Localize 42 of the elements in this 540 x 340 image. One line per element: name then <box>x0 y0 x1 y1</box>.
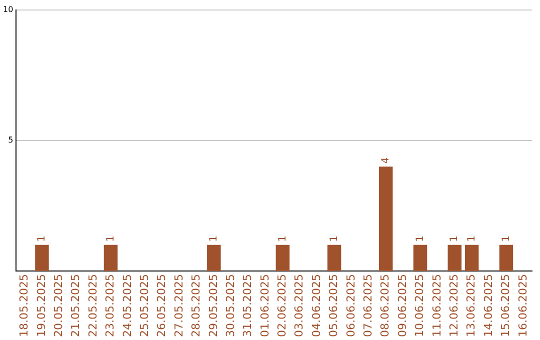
x-tick-label: 03.06.2025 <box>292 274 306 338</box>
x-tick-label: 23.05.2025 <box>104 274 117 338</box>
x-tick-label: 02.06.2025 <box>276 274 289 338</box>
x-tick-label: 27.05.2025 <box>172 274 186 338</box>
data-label: 1 <box>414 236 426 242</box>
x-tick-label: 08.06.2025 <box>378 274 392 338</box>
x-tick-label: 16.06.2025 <box>516 274 530 338</box>
data-label: 1 <box>328 236 340 242</box>
x-tick-label: 26.05.2025 <box>155 274 168 338</box>
x-tick-label: 25.05.2025 <box>138 274 151 338</box>
x-tick-label: 10.06.2025 <box>413 274 426 338</box>
x-tick-label: 14.06.2025 <box>482 274 495 338</box>
x-tick-label: 13.06.2025 <box>464 274 478 338</box>
x-tick-label: 07.06.2025 <box>362 274 375 338</box>
x-tick-label: 22.05.2025 <box>86 274 100 338</box>
data-label: 4 <box>380 157 392 164</box>
x-tick-label: 29.05.2025 <box>206 274 220 338</box>
data-label: 1 <box>36 236 48 242</box>
x-tick-label: 24.05.2025 <box>120 274 134 338</box>
x-tick-label: 21.05.2025 <box>69 274 82 338</box>
y-tick-label: 5 <box>8 136 14 145</box>
x-tick-label: 04.06.2025 <box>310 274 323 338</box>
x-tick-label: 06.06.2025 <box>344 274 358 338</box>
x-tick-label: 20.05.2025 <box>52 274 66 338</box>
x-tick-label: 18.05.2025 <box>18 274 31 338</box>
x-tick-label: 31.05.2025 <box>241 274 254 338</box>
data-label: 1 <box>105 236 116 242</box>
data-label: 1 <box>466 236 478 242</box>
data-label: 1 <box>277 236 288 242</box>
y-tick-label: 10 <box>2 5 14 14</box>
x-tick-label: 28.05.2025 <box>190 274 203 338</box>
x-tick-label: 19.05.2025 <box>34 274 48 338</box>
x-tick-label: 11.06.2025 <box>430 274 444 338</box>
x-tick-label: 09.06.2025 <box>396 274 409 338</box>
x-tick-label: 15.06.2025 <box>499 274 512 338</box>
data-label: 1 <box>449 236 460 242</box>
x-tick-label: 01.06.2025 <box>258 274 272 338</box>
x-tick-label: 05.06.2025 <box>327 274 340 338</box>
data-label: 1 <box>500 236 512 242</box>
x-tick-label: 30.05.2025 <box>224 274 237 338</box>
data-label: 1 <box>208 236 220 242</box>
x-tick-label: 12.06.2025 <box>447 274 460 338</box>
